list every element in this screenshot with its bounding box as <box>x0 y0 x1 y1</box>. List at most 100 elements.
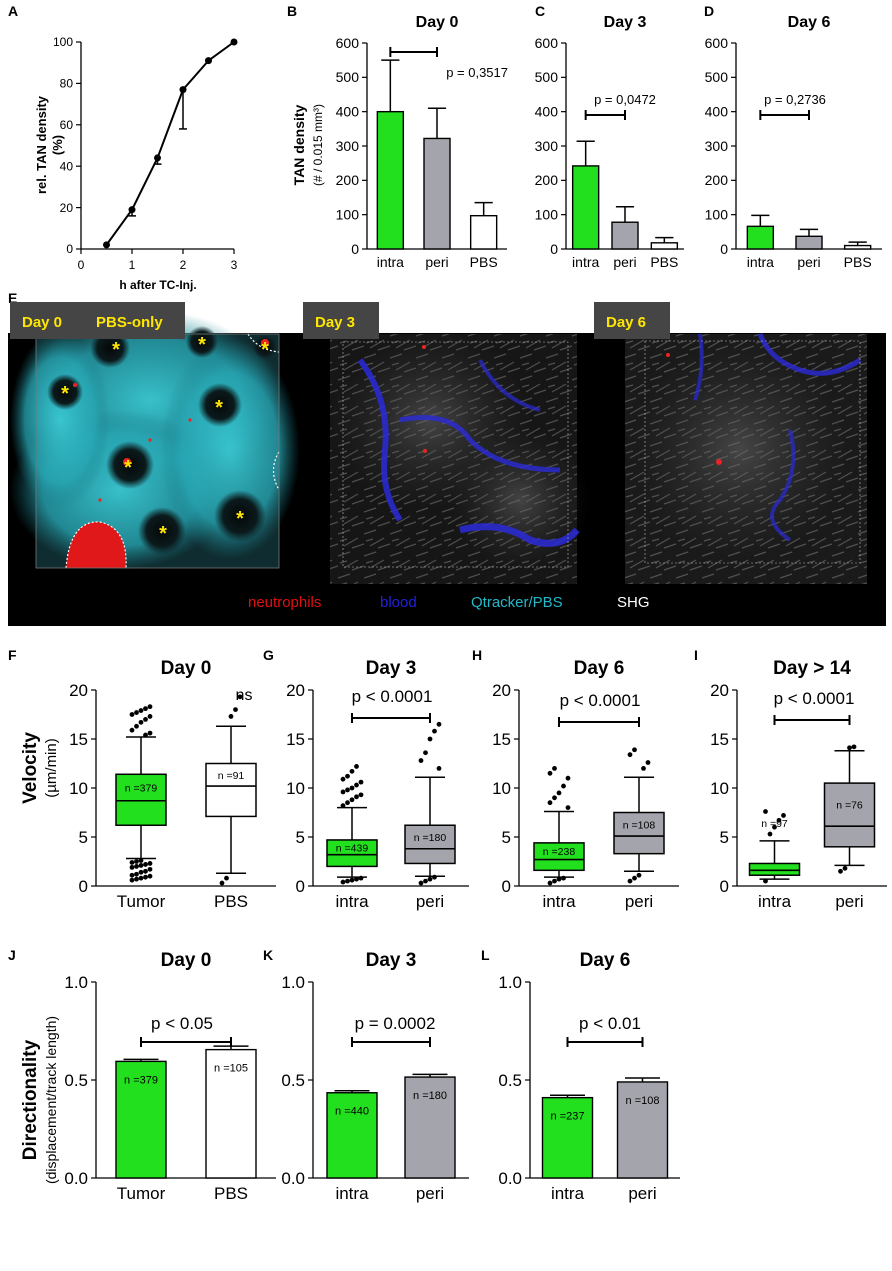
panel-h-p-value: p < 0.0001 <box>560 691 641 710</box>
panel-f-outlier <box>147 730 153 736</box>
asterisk-8: * <box>159 523 167 545</box>
panel-h-outlier <box>552 878 557 884</box>
panel-k-category-label: intra <box>335 1184 369 1203</box>
panel-h-box <box>613 811 665 855</box>
panel-a-ytick-label: 80 <box>60 77 74 91</box>
panel-f-ytick-label: 20 <box>69 681 88 700</box>
panel-b-ylabel-line2: (# / 0.015 mm³) <box>311 104 325 186</box>
panel-g-n-label: n =180 <box>414 832 447 844</box>
panel-k-ytick-label: 1.0 <box>281 973 305 992</box>
legend-qtracker: Qtracker/PBS <box>471 594 563 611</box>
panel-f-ylabel-line1: Velocity <box>20 732 41 804</box>
panel-h-title: Day 6 <box>574 658 625 679</box>
panel-d-category-label: intra <box>747 254 774 270</box>
panel-g-outlier <box>340 803 346 809</box>
panel-h-outlier <box>632 875 637 881</box>
panel-h-ytick-label: 0 <box>502 877 511 896</box>
panel-h-ytick-label: 5 <box>502 828 511 847</box>
panel-g-outlier <box>349 768 355 774</box>
panel-f-outlier <box>147 861 153 866</box>
panel-a-xlabel: h after TC-Inj. <box>119 278 196 292</box>
panel-l-ytick-label: 0.0 <box>498 1169 522 1188</box>
panel-a-point <box>179 86 187 94</box>
panel-g-outlier <box>345 773 350 779</box>
panel-f-outlier <box>134 876 139 882</box>
panel-j-bar <box>115 1060 167 1179</box>
panel-d-category-label: PBS <box>844 254 872 270</box>
panel-g-ytick-label: 10 <box>286 779 305 798</box>
panel-f-title: Day 0 <box>161 658 212 679</box>
panel-g-outlier <box>423 878 428 884</box>
panel-i-outlier <box>847 745 852 751</box>
panel-a-ylabel-line1: rel. TAN density <box>34 95 49 194</box>
panel-a-xtick-label: 1 <box>129 258 136 272</box>
panel-f-outlier <box>129 872 135 878</box>
panel-f-outlier <box>224 875 229 881</box>
panel-l-bar <box>616 1081 669 1179</box>
panel-i-outlier <box>851 744 857 750</box>
panel-g-outlier <box>358 779 364 785</box>
microscopy-day3-image <box>330 330 590 584</box>
panel-i-outlier <box>842 865 848 871</box>
panel-h-ytick-label: 10 <box>492 779 511 798</box>
asterisk-3: * <box>261 339 269 361</box>
panel-d-p-value: p = 0,2736 <box>764 92 826 107</box>
panel-c-ytick-label: 0 <box>550 241 558 257</box>
panel-g-ytick-label: 20 <box>286 681 305 700</box>
panel-b-ytick-label: 600 <box>336 35 360 51</box>
panel-b-ytick-label: 100 <box>336 207 360 223</box>
panel-h-outlier <box>627 752 633 758</box>
panel-a-ytick-label: 40 <box>60 159 74 173</box>
panel-a-ylabel-line2: (%) <box>50 135 65 155</box>
panel-i-outlier <box>838 868 843 874</box>
panel-a-point <box>128 206 136 214</box>
asterisk-6: * <box>124 457 132 479</box>
panel-h-outlier <box>547 880 553 886</box>
panel-h-n-label: n =108 <box>623 819 656 831</box>
panel-k-bar <box>404 1076 456 1179</box>
panel-i-ytick-label: 20 <box>710 681 729 700</box>
microscopy-day6-image <box>625 333 867 584</box>
microscopy-day0-image: * * * * * * * * <box>10 310 300 570</box>
panel-letter-c: C <box>535 3 545 19</box>
panel-a-xtick-label: 0 <box>78 258 85 272</box>
panel-k-bar <box>326 1092 378 1179</box>
panel-b-category-label: PBS <box>470 254 498 270</box>
panel-c-category-label: peri <box>613 254 636 270</box>
panel-i-outlier <box>767 831 773 837</box>
panel-d-ytick-label: 300 <box>705 138 729 154</box>
panel-f-p-value: ns <box>236 687 253 704</box>
panel-l-ytick-label: 1.0 <box>498 973 522 992</box>
panel-a-xtick-label: 2 <box>180 258 187 272</box>
panel-f-n-label: n =379 <box>125 783 158 795</box>
panel-h-outlier <box>632 747 637 753</box>
panel-g-p-value: p < 0.0001 <box>352 687 433 706</box>
panel-d-bar <box>843 244 872 250</box>
panel-d-ytick-label: 200 <box>705 172 729 188</box>
panel-j-ytick-label: 0.5 <box>64 1071 88 1090</box>
panel-g-ytick-label: 5 <box>296 828 305 847</box>
panel-f-outlier <box>129 727 135 733</box>
legend-blood: blood <box>380 594 417 611</box>
panel-g-outlier <box>432 728 437 734</box>
asterisk-7: * <box>236 508 244 530</box>
panel-f-outlier <box>233 707 238 712</box>
panel-letter-i: I <box>694 647 698 663</box>
panel-f-outlier <box>134 871 139 877</box>
asterisk-5: * <box>215 397 223 419</box>
panel-d-category-label: peri <box>797 254 820 270</box>
panel-b-ylabel-line1: TAN density <box>291 104 307 185</box>
panel-i-outlier <box>781 813 786 818</box>
panel-l-n-label: n =237 <box>551 1111 585 1123</box>
panel-f-outlier <box>134 864 139 869</box>
panel-i-box <box>823 782 876 848</box>
panel-j-category-label: PBS <box>214 1184 248 1203</box>
panel-f-outlier <box>138 719 144 725</box>
tag-day0: Day 0 <box>22 314 62 331</box>
panel-j-bar <box>205 1048 257 1179</box>
panel-g-outlier <box>354 764 359 769</box>
panel-f-outlier <box>129 877 135 883</box>
panel-g-outlier <box>345 878 350 884</box>
panel-letter-l: L <box>481 947 490 963</box>
